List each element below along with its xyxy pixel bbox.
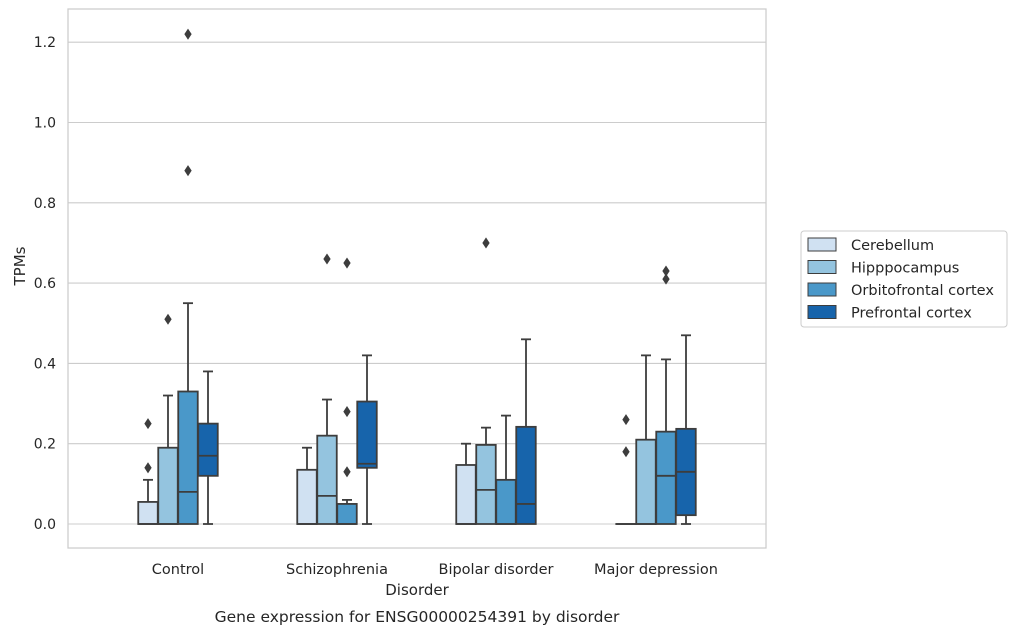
outlier-point — [622, 446, 630, 458]
outlier-point — [144, 418, 152, 430]
outlier-point — [144, 462, 152, 474]
legend-swatch — [807, 305, 837, 319]
box-iqr — [515, 425, 537, 525]
y-tick-label: 0.6 — [34, 276, 56, 292]
legend: Cerebellum Hipppocampus Orbitofrontal cort… — [800, 230, 1008, 328]
box-iqr — [177, 390, 199, 525]
box-iqr — [137, 501, 159, 525]
box-iqr — [197, 422, 219, 477]
outlier-points — [144, 28, 670, 478]
box-orbitofrontal-cortex — [655, 358, 677, 525]
x-tick-label: Schizophrenia — [286, 562, 388, 578]
chart-caption: Gene expression for ENSG00000254391 by d… — [215, 608, 620, 626]
x-axis-label: Disorder — [385, 581, 449, 599]
box-hipppocampus — [157, 394, 179, 525]
y-tick-label: 0.4 — [34, 356, 56, 372]
box-prefrontal-cortex — [515, 338, 537, 525]
box-iqr — [635, 438, 657, 525]
box-hipppocampus — [475, 426, 497, 525]
legend-label: Orbitofrontal cortex — [851, 283, 994, 299]
box-iqr — [316, 434, 338, 525]
y-tick-label: 0.8 — [34, 196, 56, 212]
box-cerebellum — [296, 446, 318, 525]
box-iqr — [157, 446, 179, 525]
outlier-point — [482, 237, 490, 249]
box-prefrontal-cortex — [675, 334, 697, 525]
outlier-point — [343, 257, 351, 269]
y-tick-label: 1.0 — [34, 116, 56, 132]
box-prefrontal-cortex — [356, 354, 378, 525]
y-axis-label: TPMs — [11, 246, 29, 286]
outlier-point — [184, 165, 192, 177]
box-iqr — [475, 444, 497, 525]
y-tick-label: 1.2 — [34, 35, 56, 51]
box-iqr — [655, 430, 677, 525]
x-tick-label: Control — [152, 562, 204, 578]
box-iqr — [336, 503, 358, 525]
outlier-point — [622, 414, 630, 426]
box-orbitofrontal-cortex — [495, 414, 517, 525]
legend-label: Hipppocampus — [851, 261, 959, 277]
legend-label: Cerebellum — [851, 238, 934, 254]
box-cerebellum — [137, 478, 159, 525]
outlier-point — [662, 265, 670, 277]
outlier-point — [343, 466, 351, 478]
box-iqr — [296, 468, 318, 525]
box-prefrontal-cortex — [197, 370, 219, 525]
legend-swatch — [807, 237, 837, 252]
legend-swatch — [807, 282, 837, 297]
box-hipppocampus — [316, 398, 338, 525]
outlier-point — [343, 406, 351, 418]
box-orbitofrontal-cortex — [177, 302, 199, 525]
x-tick-label: Major depression — [594, 562, 718, 578]
y-tick-label: 0.0 — [34, 517, 56, 533]
x-axis-tick-labels: Control Schizophrenia Bipolar disorder Majo… — [152, 562, 718, 578]
box-hipppocampus — [635, 354, 657, 525]
outlier-point — [662, 273, 670, 285]
outlier-point — [323, 253, 331, 265]
box-iqr — [356, 400, 378, 469]
legend-frame — [800, 230, 1008, 328]
legend-label: Prefrontal cortex — [851, 306, 972, 322]
plot-frame — [67, 8, 767, 549]
box-iqr — [495, 478, 517, 525]
x-tick-label: Bipolar disorder — [439, 562, 554, 578]
y-axis-tick-labels: 0.0 0.2 0.4 0.6 0.8 1.0 1.2 — [34, 35, 56, 533]
outlier-point — [184, 28, 192, 40]
outlier-point — [164, 313, 172, 325]
box-orbitofrontal-cortex — [336, 499, 358, 525]
box-cerebellum — [455, 442, 477, 525]
box-iqr — [455, 464, 477, 525]
y-tick-label: 0.2 — [34, 437, 56, 453]
box-plot-series — [137, 302, 697, 525]
legend-swatch — [807, 260, 837, 274]
